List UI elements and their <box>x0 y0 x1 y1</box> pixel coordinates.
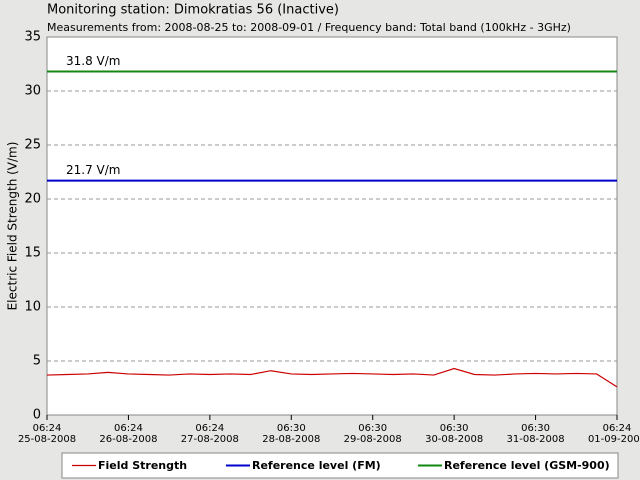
x-tick-label: 06:30 28-08-2008 <box>262 423 321 445</box>
y-tick-label: 0 <box>33 408 41 423</box>
chart-title: Monitoring station: Dimokratias 56 (Inac… <box>47 3 339 18</box>
y-tick-label: 10 <box>24 300 41 315</box>
reference-label: 31.8 V/m <box>66 54 120 68</box>
x-tick-label: 06:30 30-08-2008 <box>425 423 484 445</box>
x-tick-label: 06:30 31-08-2008 <box>506 423 565 445</box>
plot-area <box>46 36 618 416</box>
legend-label: Field Strength <box>98 459 187 472</box>
legend <box>61 452 619 479</box>
legend-label: Reference level (FM) <box>252 459 381 472</box>
y-tick-label: 35 <box>24 30 41 45</box>
y-tick-label: 30 <box>24 84 41 99</box>
y-axis-label: Electric Field Strength (V/m) <box>6 142 20 311</box>
x-tick-label: 06:24 01-09-2008 <box>587 423 640 445</box>
chart-subtitle: Measurements from: 2008-08-25 to: 2008-0… <box>47 21 571 34</box>
y-tick-label: 5 <box>33 354 41 369</box>
x-tick-label: 06:24 25-08-2008 <box>17 423 77 445</box>
x-tick-label: 06:24 26-08-2008 <box>99 423 158 445</box>
y-tick-label: 15 <box>24 246 41 261</box>
reference-label: 21.7 V/m <box>66 163 120 177</box>
y-tick-label: 25 <box>24 138 41 153</box>
y-tick-label: 20 <box>24 192 41 207</box>
x-tick-label: 06:24 27-08-2008 <box>180 423 239 445</box>
legend-label: Reference level (GSM-900) <box>444 459 610 472</box>
data-line <box>46 367 618 388</box>
x-tick-label: 06:30 29-08-2008 <box>343 423 402 445</box>
